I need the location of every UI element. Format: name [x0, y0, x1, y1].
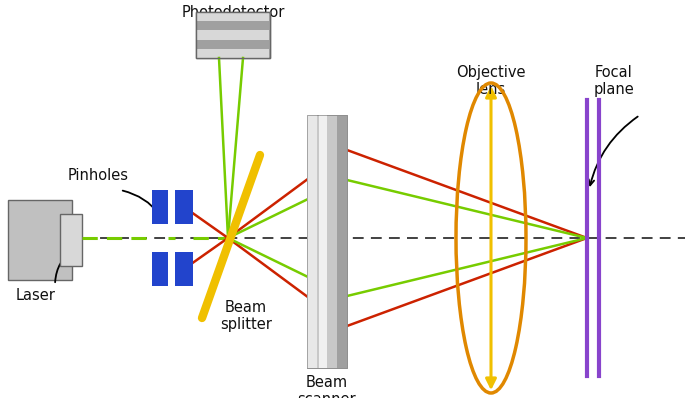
Text: Focal
plane: Focal plane	[594, 65, 634, 98]
Text: Objective
lens: Objective lens	[456, 65, 526, 98]
Bar	[197, 12, 269, 21]
Text: Laser: Laser	[16, 288, 56, 303]
Bar	[307, 115, 317, 368]
Bar	[307, 115, 347, 368]
Bar	[175, 252, 193, 286]
Bar	[152, 252, 168, 286]
Text: Photodetector: Photodetector	[182, 5, 285, 20]
Text: Pinholes: Pinholes	[68, 168, 129, 183]
Bar	[152, 190, 168, 224]
Bar	[307, 115, 347, 368]
Bar	[196, 12, 270, 58]
Bar	[196, 12, 270, 58]
Bar	[337, 115, 347, 368]
Bar	[319, 115, 327, 368]
Bar	[197, 30, 269, 39]
Bar	[197, 39, 269, 49]
Text: Beam
splitter: Beam splitter	[220, 300, 272, 332]
Bar	[60, 214, 82, 266]
Bar	[8, 200, 72, 280]
Bar	[197, 21, 269, 30]
Bar	[197, 49, 269, 58]
Bar	[175, 190, 193, 224]
Text: Beam
scanner: Beam scanner	[298, 375, 356, 398]
